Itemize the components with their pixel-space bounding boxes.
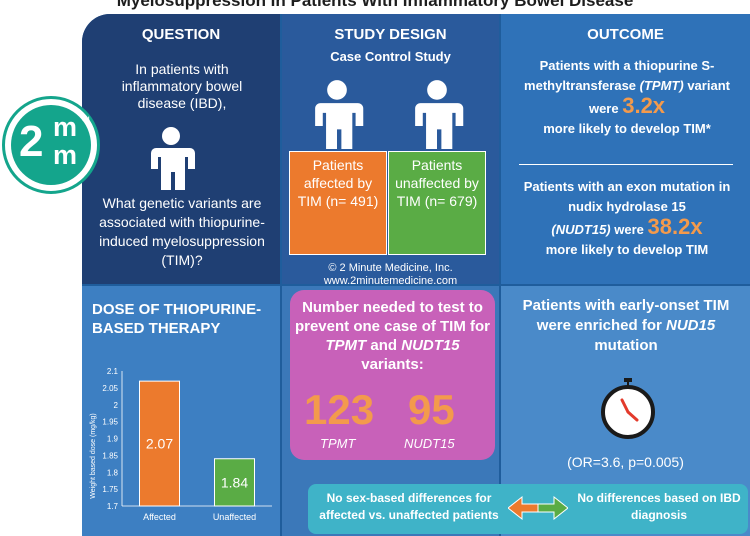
logo-two: 2 [19,117,44,166]
nudt15-outcome-pre: Patients with an exon mutation in nudix … [523,179,731,214]
person-icon [415,80,464,149]
early-onset-text: Patients with early-onset TIM were enric… [511,296,741,356]
ibd-diagnosis-text: No differences based on IBD diagnosis [577,491,741,522]
tpmt-gene: (TPMT) [639,78,684,93]
nnt-gene-1: TPMT [325,337,367,354]
bar-unaffected [214,458,255,507]
tpmt-outcome-end: more likely to develop TIM* [543,121,711,136]
nnt-gene-2: NUDT15 [401,337,460,354]
copyright-text: © 2 Minute Medicine, Inc. [328,262,453,274]
no-differences-banner: No sex-based differences for affected vs… [308,484,748,534]
logo-m-top: m [53,112,78,142]
person-icon [315,80,364,149]
tpmt-outcome: Patients with a thiopurine S-methyltrans… [511,56,743,139]
infographic-panel: QUESTION In patients with inflammatory b… [82,14,750,536]
bar-value-label: 2.07 [146,436,173,452]
y-tick-label: 1.75 [102,485,118,494]
logo-m-bottom: m [53,140,78,170]
page-title: Myelosuppression In Patients With Inflam… [116,0,634,10]
outcome-section: OUTCOME Patients with a thiopurine S-met… [501,14,750,284]
nnt-text-pre: Number needed to test to prevent one cas… [294,299,491,335]
nnt-text: Number needed to test to prevent one cas… [290,298,495,374]
y-tick-label: 2.1 [107,367,119,376]
y-tick-label: 2.05 [102,384,118,393]
nnt-tpmt-label: TPMT [320,436,356,451]
nudt15-gene: (NUDT15) [551,222,611,237]
logo-inner: 2 m m TM [11,105,91,185]
person-icon [151,127,195,190]
stopwatch-icon [601,378,655,439]
tpmt-outcome-pre: Patients with a thiopurine S-methyltrans… [524,58,715,93]
dose-header: DOSE OF THIOPURINE-BASED THERAPY [92,301,262,337]
y-tick-label: 1.7 [107,502,119,511]
nudt15-outcome-end: more likely to develop TIM [545,242,709,257]
logo-trademark: TM [81,117,90,123]
study-design-section: STUDY DESIGN Case Control Study Patients… [282,14,499,287]
question-section: QUESTION In patients with inflammatory b… [82,14,280,284]
nnt-text-post: variants: [361,356,424,373]
outcome-header: OUTCOME [587,26,664,43]
divider [519,164,733,165]
nnt-nudt15-label: NUDT15 [404,436,455,451]
affected-group-box: Patients affected by TIM (n= 491) [289,151,387,255]
odds-ratio-text: (OR=3.6, p=0.005) [567,454,684,470]
y-tick-label: 1.95 [102,418,118,427]
nudt15-outcome-mid: were [614,222,644,237]
bar-value-label: 1.84 [221,474,248,490]
study-design-subheader: Case Control Study [330,49,451,64]
study-design-header: STUDY DESIGN [334,26,447,43]
bar-affected [139,380,180,507]
y-tick-label: 1.85 [102,451,118,460]
question-text: What genetic variants are associated wit… [99,195,265,268]
nnt-bubble: Number needed to test to prevent one cas… [290,290,495,460]
unaffected-group-box: Patients unaffected by TIM (n= 679) [388,151,486,255]
dose-section: DOSE OF THIOPURINE-BASED THERAPY Weight … [82,286,280,536]
double-arrow-icon [508,496,568,520]
dose-bar-chart: Weight based dose (mg/kg) 1.7 1.75 1.8 1.85… [90,367,272,522]
tpmt-outcome-post: variant were [588,78,730,116]
nudt15-value: 38.2x [647,214,703,239]
nnt-and: and [370,337,398,354]
nudt15-outcome: Patients with an exon mutation in nudix … [511,177,743,260]
early-onset-post: mutation [594,337,658,354]
x-tick-label: Unaffected [213,512,256,522]
website-text: www.2minutemedicine.com [323,275,458,287]
x-tick-label: Affected [143,512,176,522]
question-header: QUESTION [141,26,221,43]
sex-differences-text: No sex-based differences for affected vs… [319,491,499,522]
y-axis-label: Weight based dose (mg/kg) [90,413,97,498]
y-tick-label: 2 [114,401,119,410]
y-tick-label: 1.8 [107,468,119,477]
early-onset-pre: Patients with early-onset TIM were enric… [522,297,730,334]
early-onset-gene: NUD15 [666,317,716,334]
y-tick-label: 1.9 [107,435,119,444]
tpmt-value: 3.2x [622,93,666,118]
nnt-tpmt-value: 123 [304,386,375,433]
2-minute-medicine-logo: 2 m m TM [2,96,100,194]
nnt-nudt15-value: 95 [408,386,455,433]
question-intro: In patients with inflammatory bowel dise… [121,61,243,111]
